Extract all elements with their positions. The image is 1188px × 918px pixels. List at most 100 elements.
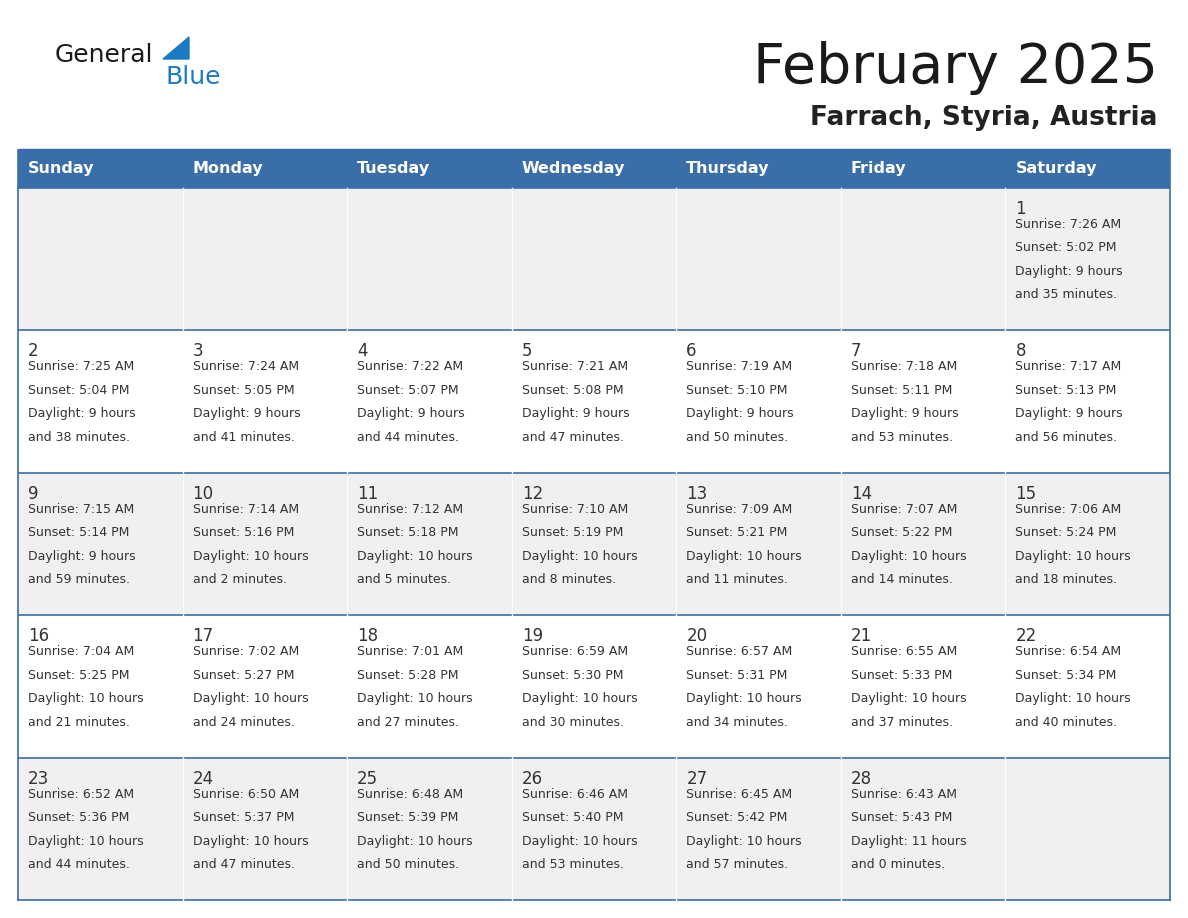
Text: Sunset: 5:16 PM: Sunset: 5:16 PM [192, 526, 293, 539]
Text: 24: 24 [192, 769, 214, 788]
Text: Sunset: 5:25 PM: Sunset: 5:25 PM [29, 668, 129, 682]
Bar [18, 615, 1170, 757]
Text: Daylight: 10 hours: Daylight: 10 hours [192, 550, 308, 563]
Text: Sunset: 5:30 PM: Sunset: 5:30 PM [522, 668, 624, 682]
Text: Sunset: 5:04 PM: Sunset: 5:04 PM [29, 384, 129, 397]
Text: Daylight: 10 hours: Daylight: 10 hours [29, 834, 144, 847]
Text: Sunset: 5:28 PM: Sunset: 5:28 PM [358, 668, 459, 682]
Text: Daylight: 10 hours: Daylight: 10 hours [1016, 550, 1131, 563]
Text: Sunrise: 7:21 AM: Sunrise: 7:21 AM [522, 361, 627, 374]
Text: Sunrise: 6:50 AM: Sunrise: 6:50 AM [192, 788, 299, 800]
Text: Sunrise: 7:10 AM: Sunrise: 7:10 AM [522, 503, 628, 516]
Bar [1005, 150, 1170, 188]
Text: Sunset: 5:40 PM: Sunset: 5:40 PM [522, 812, 624, 824]
Text: and 50 minutes.: and 50 minutes. [358, 858, 460, 871]
Text: 4: 4 [358, 342, 367, 361]
Text: Daylight: 9 hours: Daylight: 9 hours [1016, 408, 1123, 420]
Text: Sunset: 5:18 PM: Sunset: 5:18 PM [358, 526, 459, 539]
Text: Daylight: 9 hours: Daylight: 9 hours [192, 408, 301, 420]
Text: 15: 15 [1016, 485, 1037, 503]
Text: Sunrise: 7:15 AM: Sunrise: 7:15 AM [29, 503, 134, 516]
Text: Daylight: 10 hours: Daylight: 10 hours [192, 692, 308, 705]
Text: and 44 minutes.: and 44 minutes. [358, 431, 459, 444]
Text: 11: 11 [358, 485, 379, 503]
Text: and 50 minutes.: and 50 minutes. [687, 431, 789, 444]
Text: Saturday: Saturday [1016, 162, 1097, 176]
Text: Daylight: 10 hours: Daylight: 10 hours [358, 834, 473, 847]
Text: and 53 minutes.: and 53 minutes. [851, 431, 953, 444]
Polygon shape [163, 37, 189, 59]
Text: Sunset: 5:27 PM: Sunset: 5:27 PM [192, 668, 295, 682]
Text: Sunset: 5:36 PM: Sunset: 5:36 PM [29, 812, 129, 824]
Text: and 8 minutes.: and 8 minutes. [522, 573, 615, 587]
Text: 9: 9 [29, 485, 38, 503]
Text: Daylight: 9 hours: Daylight: 9 hours [29, 550, 135, 563]
Text: Sunrise: 7:24 AM: Sunrise: 7:24 AM [192, 361, 298, 374]
Text: Sunset: 5:08 PM: Sunset: 5:08 PM [522, 384, 624, 397]
Text: 26: 26 [522, 769, 543, 788]
Text: Sunset: 5:14 PM: Sunset: 5:14 PM [29, 526, 129, 539]
Text: Sunrise: 7:02 AM: Sunrise: 7:02 AM [192, 645, 299, 658]
Text: and 41 minutes.: and 41 minutes. [192, 431, 295, 444]
Text: Sunset: 5:39 PM: Sunset: 5:39 PM [358, 812, 459, 824]
Bar [841, 150, 1005, 188]
Text: 19: 19 [522, 627, 543, 645]
Text: Sunset: 5:22 PM: Sunset: 5:22 PM [851, 526, 953, 539]
Text: 8: 8 [1016, 342, 1026, 361]
Text: 5: 5 [522, 342, 532, 361]
Text: 16: 16 [29, 627, 49, 645]
Text: 13: 13 [687, 485, 708, 503]
Bar [18, 330, 1170, 473]
Text: Sunrise: 7:01 AM: Sunrise: 7:01 AM [358, 645, 463, 658]
Text: 10: 10 [192, 485, 214, 503]
Text: Sunrise: 7:09 AM: Sunrise: 7:09 AM [687, 503, 792, 516]
Bar [676, 150, 841, 188]
Text: and 30 minutes.: and 30 minutes. [522, 716, 624, 729]
Text: Daylight: 10 hours: Daylight: 10 hours [522, 834, 637, 847]
Text: and 59 minutes.: and 59 minutes. [29, 573, 129, 587]
Bar [183, 150, 347, 188]
Text: Sunrise: 7:12 AM: Sunrise: 7:12 AM [358, 503, 463, 516]
Text: and 27 minutes.: and 27 minutes. [358, 716, 459, 729]
Text: 21: 21 [851, 627, 872, 645]
Text: Thursday: Thursday [687, 162, 770, 176]
Text: Sunset: 5:10 PM: Sunset: 5:10 PM [687, 384, 788, 397]
Text: Sunrise: 7:04 AM: Sunrise: 7:04 AM [29, 645, 134, 658]
Text: Sunset: 5:37 PM: Sunset: 5:37 PM [192, 812, 295, 824]
Text: Daylight: 9 hours: Daylight: 9 hours [522, 408, 630, 420]
Text: Sunrise: 6:52 AM: Sunrise: 6:52 AM [29, 788, 134, 800]
Text: Daylight: 10 hours: Daylight: 10 hours [192, 834, 308, 847]
Text: Sunrise: 6:59 AM: Sunrise: 6:59 AM [522, 645, 627, 658]
Text: and 57 minutes.: and 57 minutes. [687, 858, 789, 871]
Text: Blue: Blue [165, 65, 221, 89]
Bar [347, 150, 512, 188]
Text: Daylight: 10 hours: Daylight: 10 hours [687, 550, 802, 563]
Text: and 14 minutes.: and 14 minutes. [851, 573, 953, 587]
Text: Sunset: 5:13 PM: Sunset: 5:13 PM [1016, 384, 1117, 397]
Text: and 34 minutes.: and 34 minutes. [687, 716, 788, 729]
Text: 23: 23 [29, 769, 49, 788]
Text: 28: 28 [851, 769, 872, 788]
Text: Sunset: 5:31 PM: Sunset: 5:31 PM [687, 668, 788, 682]
Text: Sunset: 5:02 PM: Sunset: 5:02 PM [1016, 241, 1117, 254]
Text: Sunrise: 7:06 AM: Sunrise: 7:06 AM [1016, 503, 1121, 516]
Text: and 21 minutes.: and 21 minutes. [29, 716, 129, 729]
Text: Daylight: 11 hours: Daylight: 11 hours [851, 834, 966, 847]
Text: and 47 minutes.: and 47 minutes. [522, 431, 624, 444]
Text: 3: 3 [192, 342, 203, 361]
Text: Sunset: 5:19 PM: Sunset: 5:19 PM [522, 526, 623, 539]
Text: Daylight: 10 hours: Daylight: 10 hours [687, 692, 802, 705]
Text: 22: 22 [1016, 627, 1037, 645]
Text: 25: 25 [358, 769, 378, 788]
Text: and 37 minutes.: and 37 minutes. [851, 716, 953, 729]
Text: Sunrise: 6:48 AM: Sunrise: 6:48 AM [358, 788, 463, 800]
Text: Sunrise: 7:18 AM: Sunrise: 7:18 AM [851, 361, 958, 374]
Text: and 0 minutes.: and 0 minutes. [851, 858, 944, 871]
Text: and 53 minutes.: and 53 minutes. [522, 858, 624, 871]
Text: Daylight: 9 hours: Daylight: 9 hours [1016, 265, 1123, 278]
Text: Daylight: 10 hours: Daylight: 10 hours [358, 550, 473, 563]
Text: 17: 17 [192, 627, 214, 645]
Text: Sunset: 5:42 PM: Sunset: 5:42 PM [687, 812, 788, 824]
Text: Tuesday: Tuesday [358, 162, 430, 176]
Text: Sunrise: 7:14 AM: Sunrise: 7:14 AM [192, 503, 298, 516]
